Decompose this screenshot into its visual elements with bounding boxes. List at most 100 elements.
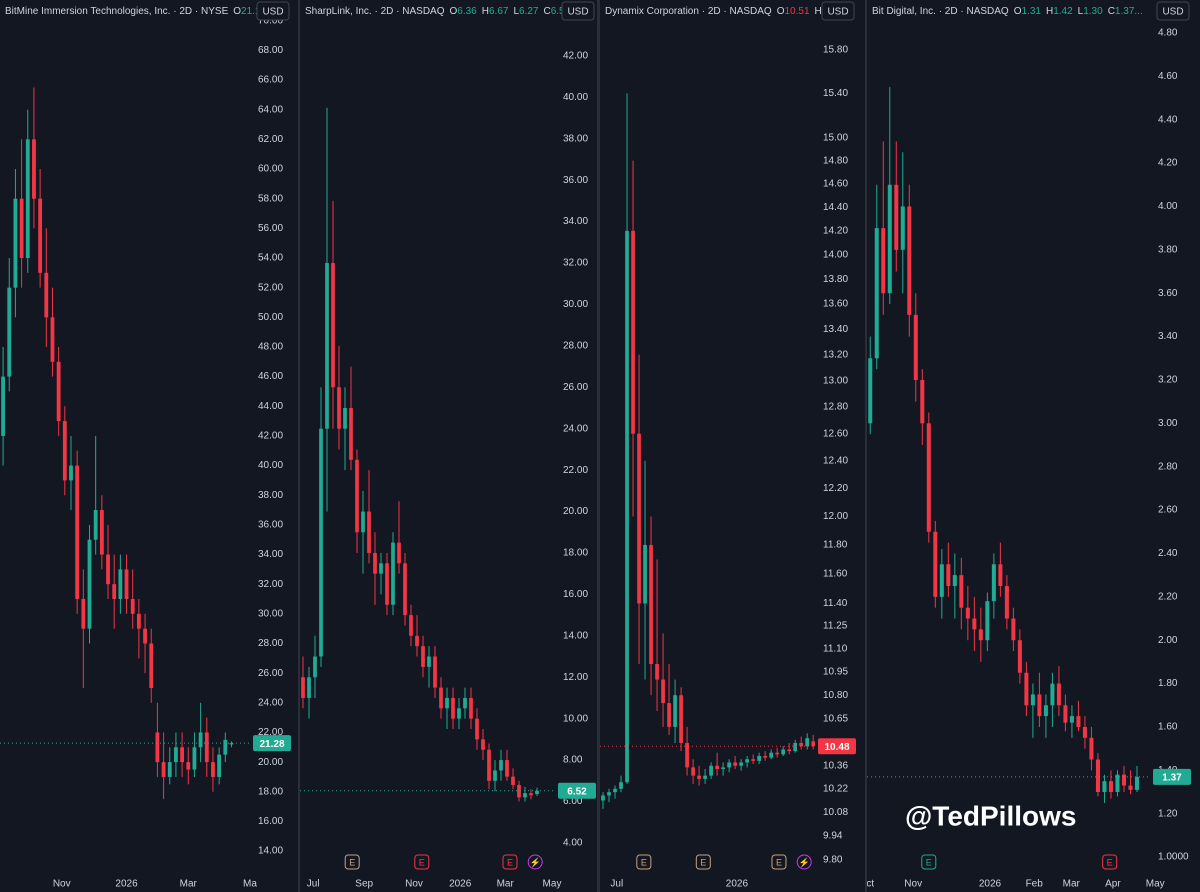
candle-body: [637, 433, 641, 604]
last-price-box: [1153, 768, 1191, 785]
candle-body: [763, 755, 768, 758]
y-tick-label: 10.65: [823, 714, 848, 725]
legend-value: 21.19: [241, 6, 266, 17]
y-tick-label: 28.00: [258, 638, 283, 649]
chart-header: SharpLink, Inc. · 2D · NASDAQ O6.36 H6.67 L…: [305, 6, 579, 17]
event-label: E: [1107, 857, 1113, 867]
candle-body: [403, 563, 407, 616]
y-tick-label: 48.00: [258, 342, 283, 353]
legend-value: 1.42: [1053, 6, 1073, 17]
plot-area: [0, 87, 250, 800]
candle-body: [1030, 694, 1035, 706]
event-marker: [695, 854, 711, 870]
candle-body: [217, 754, 222, 777]
candle-body: [457, 708, 461, 719]
event-marker: [771, 854, 787, 870]
candle-body: [1024, 672, 1029, 706]
candle-body: [1089, 737, 1094, 760]
y-tick-label: 46.00: [258, 371, 283, 382]
x-tick-label: Nov: [904, 879, 922, 890]
legend-value: 10.51: [785, 6, 810, 17]
candle-body: [325, 263, 329, 429]
chart-title: Dynamix Corporation · 2D · NASDAQ: [605, 6, 772, 17]
candle-body: [223, 739, 228, 755]
chart-panel: 14.00 16.00 18.00 20.00 22.00 24.00 26.00 28.00…: [0, 0, 298, 892]
last-price-label: 21.28: [259, 739, 284, 750]
y-tick-label: 4.00: [563, 838, 583, 849]
candle-body: [920, 379, 925, 424]
y-tick-label: 20.00: [258, 757, 283, 768]
candle-body: [523, 793, 527, 798]
candle-body: [881, 228, 886, 294]
candle-body: [643, 544, 647, 604]
candle-body: [99, 510, 104, 555]
candle-body: [673, 695, 677, 727]
y-tick-label: 52.00: [258, 282, 283, 293]
y-tick-label: 42.00: [258, 431, 283, 442]
candle-body: [874, 228, 879, 359]
y-tick-label: 2.20: [1158, 591, 1178, 602]
candle-body: [451, 697, 455, 719]
candle-body: [445, 697, 449, 709]
y-tick-label: 2.80: [1158, 461, 1178, 472]
event-label: E: [776, 857, 782, 867]
candle-body: [1004, 585, 1009, 619]
y-tick-label: 15.40: [823, 88, 848, 99]
candle-body: [307, 677, 311, 698]
candle-body: [313, 656, 317, 678]
y-tick-label: 26.00: [563, 382, 588, 393]
legend-value: 1.30: [1083, 6, 1103, 17]
candle-body: [397, 542, 401, 564]
x-tick-label: May: [1146, 879, 1165, 890]
y-tick-label: 15.80: [823, 44, 848, 55]
y-tick-label: 14.00: [258, 846, 283, 857]
candle-body: [433, 656, 437, 688]
candle-body: [775, 752, 780, 755]
x-tick-label: Mar: [497, 879, 515, 890]
x-tick-label: 2026: [726, 879, 749, 890]
watermark: @TedPillows: [905, 800, 1076, 831]
candle-body: [481, 739, 485, 750]
candle-body: [493, 770, 497, 781]
plot-area: [867, 87, 1150, 803]
candle-body: [155, 732, 160, 763]
y-tick-label: 1.80: [1158, 678, 1178, 689]
candle-body: [517, 784, 521, 798]
y-tick-label: 12.00: [823, 511, 848, 522]
candle-body: [1076, 716, 1081, 727]
x-tick-label: Jul: [610, 879, 623, 890]
candle-body: [337, 387, 341, 429]
panel-background: [867, 0, 1200, 892]
chart-panel: 1.00001.201.401.601.802.002.202.402.602.…: [867, 0, 1200, 892]
y-tick-label: 50.00: [258, 312, 283, 323]
y-tick-label: 1.20: [1158, 808, 1178, 819]
candle-body: [739, 762, 743, 766]
y-tick-label: 26.00: [258, 668, 283, 679]
candle-body: [379, 563, 383, 574]
x-tick-label: May: [543, 879, 562, 890]
candle-body: [301, 677, 305, 698]
chart-header: BitMine Immersion Technologies, Inc. · 2…: [5, 6, 287, 17]
legend-value: 6.27: [519, 6, 539, 17]
candle-body: [894, 184, 899, 250]
candle-body: [44, 272, 49, 318]
y-tick-label: 3.20: [1158, 375, 1178, 386]
y-tick-label: 12.20: [823, 483, 848, 494]
currency-label: USD: [567, 7, 588, 18]
candle-body: [385, 563, 389, 605]
candle-body: [475, 718, 479, 740]
y-tick-label: 10.95: [823, 666, 848, 677]
candle-body: [805, 738, 810, 747]
legend-value: 1.37...: [1115, 6, 1143, 17]
chart-header: Dynamix Corporation · 2D · NASDAQO10.51H…: [605, 6, 830, 17]
currency-label: USD: [1162, 7, 1183, 18]
x-tick-label: Apr: [1105, 879, 1121, 890]
candle-body: [745, 759, 749, 763]
event-label: ⚡: [799, 856, 810, 868]
currency-box: [561, 1, 595, 21]
legend-key: H: [482, 6, 489, 17]
candle-body: [204, 732, 209, 763]
y-tick-label: 11.10: [823, 643, 848, 654]
candle-body: [211, 762, 215, 777]
